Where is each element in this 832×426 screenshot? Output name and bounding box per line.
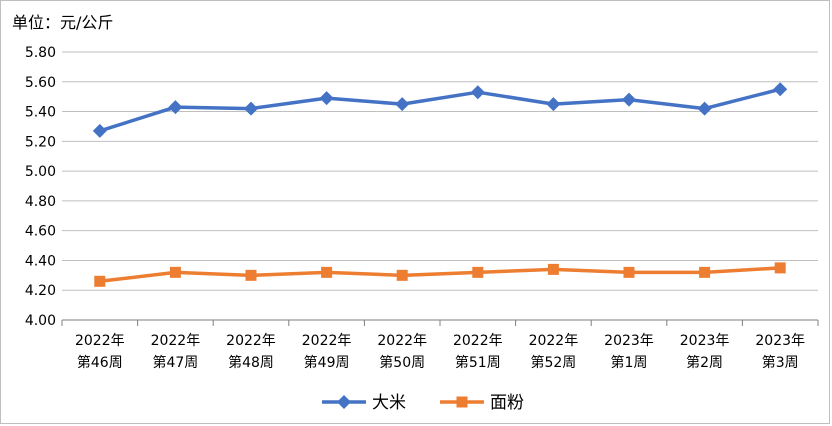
y-tick-label: 5.20 [25,134,56,150]
x-tick-label-year: 2022年 [377,333,427,349]
data-point-square [245,269,257,281]
gridlines [62,51,818,291]
data-point-square [321,266,333,278]
y-tick-label: 4.80 [25,194,56,210]
y-tick-label: 5.60 [25,75,56,91]
data-point-square [94,275,106,287]
data-point-diamond [319,91,334,106]
y-tick-label: 5.00 [25,164,56,180]
data-point-diamond [697,101,712,116]
y-tick-label: 4.40 [25,253,56,269]
x-tick-label-year: 2022年 [302,333,352,349]
x-tick-label-year: 2022年 [529,333,579,349]
x-tick-label-week: 第49周 [304,354,350,371]
x-tick-label-year: 2023年 [755,333,805,349]
data-point-square [472,266,484,278]
data-point-square [623,266,635,278]
x-tick-label-week: 第1周 [611,354,648,371]
legend-marker-square [456,396,468,408]
data-point-diamond [92,123,107,138]
series-line-1 [99,266,781,284]
legend-marker-diamond [337,395,351,409]
y-tick-label: 5.80 [25,45,56,61]
data-point-square [169,266,181,278]
x-tick-label-week: 第52周 [530,354,576,371]
y-tick-label: 4.20 [25,283,56,299]
unit-label: 单位：元/公斤 [12,13,113,32]
x-tick-label-week: 第51周 [455,354,501,371]
y-axis-ticks: 4.00 4.20 4.40 4.60 4.80 5.00 5.20 5.40 5.60 5.80 [25,45,56,329]
data-point-diamond [622,92,636,107]
data-point-diamond [244,101,258,116]
y-tick-label: 5.40 [25,105,56,121]
data-point-square [547,263,559,275]
legend-label: 大米 [372,393,406,413]
data-point-diamond [168,100,183,115]
x-tick-label-week: 第46周 [77,354,123,371]
data-point-square [396,269,408,281]
x-tick-label-year: 2022年 [151,333,201,349]
x-tick-label-week: 第50周 [379,354,425,371]
series-line-0 [99,87,781,133]
data-point-square [699,266,711,278]
legend: 大米 面粉 [322,393,524,413]
x-tick-label-week: 第48周 [228,354,274,371]
data-point-diamond [546,97,561,112]
x-tick-label-week: 第3周 [762,354,799,371]
y-tick-label: 4.00 [25,313,56,329]
data-point-square [774,262,786,274]
series-layer [92,82,788,287]
legend-label: 面粉 [490,393,524,413]
y-tick-label: 4.60 [25,224,56,240]
x-tick-label-year: 2022年 [75,333,125,349]
data-point-diamond [395,97,410,112]
x-tick-label-year: 2023年 [604,333,654,349]
x-tick-label-week: 第47周 [152,354,198,371]
x-tick-label-year: 2022年 [453,333,503,349]
x-tick-label-week: 第2周 [686,354,723,371]
data-point-diamond [773,82,788,97]
data-point-diamond [470,85,485,100]
x-tick-label-year: 2023年 [680,333,730,349]
x-tick-label-year: 2022年 [226,333,276,349]
